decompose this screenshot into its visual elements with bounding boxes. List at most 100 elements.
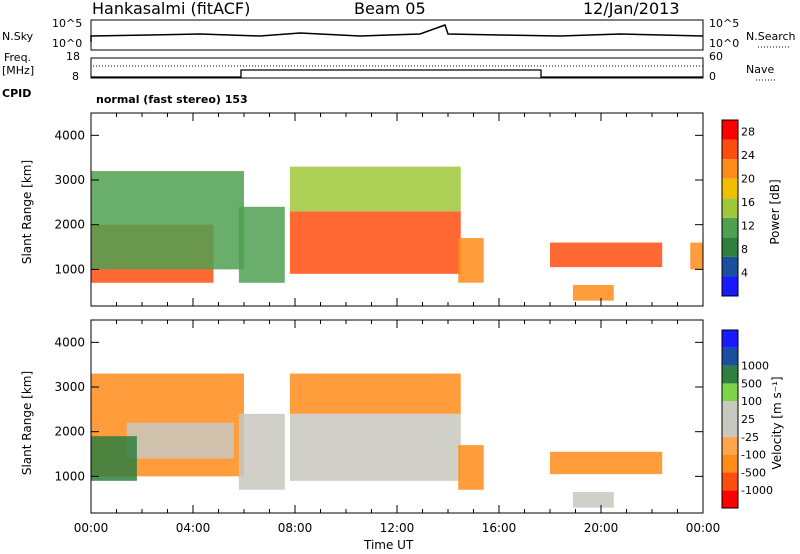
- x-tick-label: 00:00: [74, 521, 109, 535]
- colorbar-segment: [722, 419, 738, 437]
- freq-tick-lo: 8: [72, 70, 79, 83]
- echo-region: [572, 492, 614, 508]
- velocity-colorbar: -1000 -500 -100 -25 25 100 500 1000: [721, 329, 773, 509]
- colorbar-frame: [721, 119, 739, 297]
- colorbar-segment: [722, 178, 738, 199]
- colorbar-frame: [721, 329, 739, 509]
- colorbar-segment: [722, 401, 738, 419]
- colorbar-segment: [722, 383, 738, 402]
- colorbar-tick-label: -1000: [741, 484, 773, 497]
- echo-region: [289, 413, 461, 481]
- y-tick-label: 1000: [54, 469, 85, 483]
- colorbar-segment: [722, 237, 738, 257]
- power-colorbar: 4 8 12 16 20 24 28: [721, 119, 755, 297]
- colorbar-segment: [722, 436, 738, 455]
- x-tick-label: 12:00: [380, 521, 415, 535]
- colorbar-tick-label: 20: [741, 173, 755, 186]
- colorbar-tick-label: 24: [741, 149, 755, 162]
- power-colorbar-label: Power [dB]: [768, 179, 782, 245]
- y-tick-label: 2000: [54, 218, 85, 232]
- beam-title: Beam 05: [354, 0, 426, 18]
- freq-unit: [MHz]: [2, 64, 35, 77]
- colorbar-tick-label: 25: [741, 413, 755, 426]
- colorbar-segment: [722, 347, 738, 366]
- colorbar-tick-label: 28: [741, 126, 755, 139]
- echo-region: [572, 285, 614, 301]
- echo-region: [91, 171, 244, 270]
- y-tick-label: 3000: [54, 380, 85, 394]
- colorbar-segment: [722, 472, 738, 491]
- power-ylabel: Slant Range [km]: [20, 159, 34, 265]
- colorbar-tick-label: -25: [741, 431, 759, 444]
- x-tick-label: 20:00: [584, 521, 619, 535]
- echo-region: [289, 373, 461, 414]
- x-tick-label: 16:00: [482, 521, 517, 535]
- noise-tick-hi-right: 10^5: [709, 17, 740, 30]
- power-panel: 1000 2000 3000 4000: [54, 112, 704, 307]
- x-tick-label: 00:00: [686, 521, 721, 535]
- time-axis: 00:00 04:00 08:00 12:00 16:00 20:00 00:00: [74, 521, 721, 535]
- colorbar-tick-label: 500: [741, 377, 762, 390]
- x-tick-label: 04:00: [176, 521, 211, 535]
- echo-region: [91, 436, 137, 481]
- colorbar-segment: [722, 198, 738, 218]
- echo-region: [458, 238, 484, 283]
- nave-tick-lo: 0: [709, 70, 716, 83]
- nave-label: Nave: [746, 63, 775, 76]
- echo-region: [238, 206, 285, 283]
- x-tick-label: 08:00: [278, 521, 313, 535]
- echo-region: [238, 413, 285, 490]
- echo-region: [550, 451, 663, 475]
- colorbar-segment: [722, 217, 738, 238]
- echo-region: [690, 242, 703, 270]
- colorbar-segment: [722, 159, 738, 179]
- colorbar-tick-label: 8: [741, 243, 748, 256]
- nave-line: [91, 69, 703, 78]
- noise-sky-line: [90, 24, 704, 42]
- colorbar-segment: [722, 276, 738, 296]
- nsky-label: N.Sky: [2, 30, 34, 43]
- time-axis-label: Time UT: [364, 538, 414, 552]
- freq-label: Freq.: [4, 51, 32, 64]
- colorbar-segment: [722, 139, 738, 160]
- colorbar-tick-label: -500: [741, 466, 766, 479]
- cpid-label: CPID: [2, 87, 32, 100]
- noise-panel-frame: [90, 19, 704, 51]
- echo-region: [289, 211, 461, 274]
- y-tick-label: 1000: [54, 262, 85, 276]
- y-tick-label: 4000: [54, 335, 85, 349]
- y-tick-label: 2000: [54, 425, 85, 439]
- velocity-ylabel: Slant Range [km]: [20, 370, 34, 476]
- y-tick-label: 4000: [54, 128, 85, 142]
- velocity-panel: 1000 2000 3000 4000: [54, 319, 704, 514]
- colorbar-tick-label: 1000: [741, 360, 769, 373]
- echo-region: [126, 422, 234, 459]
- station-title: Hankasalmi (fitACF): [92, 0, 251, 18]
- echo-region: [289, 166, 461, 212]
- colorbar-tick-label: -100: [741, 449, 766, 462]
- freq-panel-frame: [90, 57, 704, 79]
- freq-line: [90, 65, 703, 76]
- colorbar-segment: [722, 454, 738, 473]
- colorbar-segment: [722, 365, 738, 384]
- y-tick-label: 3000: [54, 173, 85, 187]
- velocity-colorbar-label: Velocity [m s⁻¹]: [770, 376, 784, 470]
- colorbar-tick-label: 100: [741, 395, 762, 408]
- echo-region: [550, 242, 663, 268]
- noise-tick-lo-left: 10^0: [52, 37, 83, 50]
- noise-tick-lo-right: 10^0: [709, 37, 740, 50]
- colorbar-segment: [722, 490, 738, 508]
- colorbar-tick-label: 16: [741, 196, 755, 209]
- freq-tick-hi: 18: [66, 50, 80, 63]
- colorbar-segment: [722, 330, 738, 348]
- colorbar-tick-label: 4: [741, 267, 748, 280]
- noise-tick-hi-left: 10^5: [52, 17, 83, 30]
- cpid-text: normal (fast stereo) 153: [96, 93, 248, 106]
- nave-tick-hi: 60: [709, 50, 723, 63]
- echo-region: [458, 445, 484, 490]
- date-title: 12/Jan/2013: [583, 0, 680, 18]
- nsearch-label: N.Search: [746, 30, 796, 43]
- colorbar-tick-label: 12: [741, 220, 755, 233]
- colorbar-segment: [722, 256, 738, 277]
